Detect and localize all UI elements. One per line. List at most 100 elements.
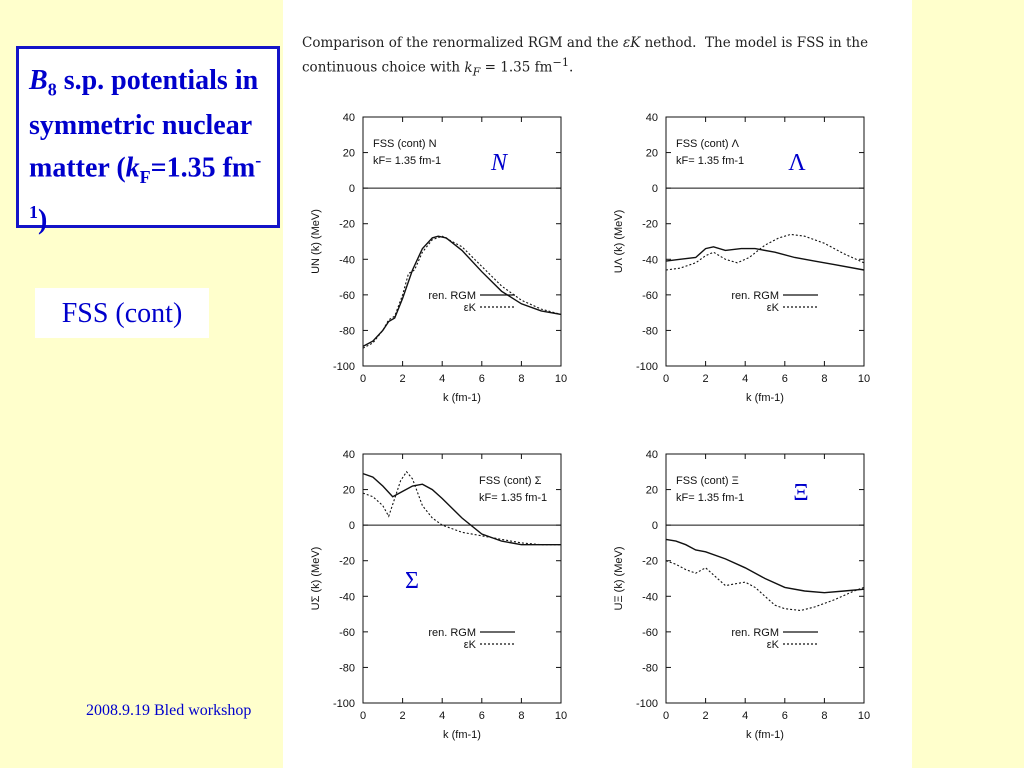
y-tick-label: -100 [636, 361, 658, 373]
y-axis-label: UΣ (k) (MeV) [310, 547, 322, 611]
particle-label: Ξ [793, 480, 808, 506]
x-tick-label: 10 [555, 373, 567, 385]
legend-entry: ren. RGM [428, 290, 476, 302]
y-tick-label: -80 [339, 662, 355, 674]
model-label: FSS (cont) [35, 288, 209, 338]
legend-title: FSS (cont) Σ [479, 475, 542, 487]
legend-title: FSS (cont) N [373, 138, 437, 150]
y-tick-label: -40 [642, 254, 658, 266]
legend-entry: ren. RGM [731, 627, 779, 639]
figure-panel [283, 0, 912, 768]
slide-footer: 2008.9.19 Bled workshop [86, 702, 252, 719]
y-tick-label: -60 [642, 627, 658, 639]
x-axis-label: k (fm-1) [746, 392, 784, 404]
legend-title: FSS (cont) Ξ [676, 475, 739, 487]
legend-kf: kF= 1.35 fm-1 [479, 492, 547, 504]
y-tick-label: 40 [646, 449, 658, 461]
series-line-ek [665, 560, 865, 612]
y-tick-label: -20 [642, 556, 658, 568]
y-tick-label: 0 [652, 183, 658, 195]
x-axis-label: k (fm-1) [443, 392, 481, 404]
y-tick-label: -20 [339, 556, 355, 568]
y-tick-label: -100 [636, 698, 658, 710]
y-tick-label: 0 [652, 520, 658, 532]
x-tick-label: 6 [479, 373, 485, 385]
legend-entry: εK [767, 302, 780, 314]
particle-label: Λ [788, 150, 806, 176]
x-tick-label: 0 [360, 710, 366, 722]
x-tick-label: 8 [821, 710, 827, 722]
y-tick-label: -80 [642, 662, 658, 674]
x-tick-label: 0 [663, 710, 669, 722]
x-tick-label: 2 [400, 373, 406, 385]
x-tick-label: 6 [782, 710, 788, 722]
x-tick-label: 0 [663, 373, 669, 385]
y-tick-label: 20 [343, 148, 355, 160]
legend-entry: ren. RGM [428, 627, 476, 639]
chart-2: 40 20 0 -20 -40 -60 -80 -100 0 2 4 6 8 10 k (fm-1) UΛ (… [613, 112, 870, 404]
y-tick-label: -100 [333, 698, 355, 710]
plot-frame [362, 453, 562, 704]
y-tick-label: -60 [339, 290, 355, 302]
chart-4: 40 20 0 -20 -40 -60 -80 -100 0 2 4 6 8 10 k (fm-1) UΞ (… [613, 449, 870, 741]
x-axis-label: k (fm-1) [746, 729, 784, 741]
figure-caption: Comparison of the renormalized RGM and t… [302, 35, 869, 79]
series-line-ren-rgm [665, 246, 865, 271]
y-tick-label: 20 [646, 485, 658, 497]
y-tick-label: 20 [646, 148, 658, 160]
x-axis-label: k (fm-1) [443, 729, 481, 741]
x-tick-label: 2 [703, 710, 709, 722]
y-tick-label: -60 [339, 627, 355, 639]
x-tick-label: 8 [518, 710, 524, 722]
slide-title: B8 s.p. potentials in symmetric nuclear … [16, 46, 280, 235]
x-tick-label: 6 [782, 373, 788, 385]
x-tick-label: 4 [439, 710, 445, 722]
plot-frame [665, 116, 865, 367]
y-tick-label: 0 [349, 183, 355, 195]
x-tick-label: 10 [858, 373, 870, 385]
x-tick-label: 10 [555, 710, 567, 722]
x-tick-label: 4 [742, 373, 748, 385]
x-tick-label: 2 [400, 710, 406, 722]
y-tick-label: -20 [339, 219, 355, 231]
chart-3: 40 20 0 -20 -40 -60 -80 -100 0 2 4 6 8 10 k (fm-1) UΣ (… [310, 449, 567, 741]
particle-label: Σ [405, 568, 419, 594]
series-line-ren-rgm [665, 538, 865, 594]
y-axis-label: UΛ (k) (MeV) [613, 210, 625, 274]
x-tick-label: 4 [439, 373, 445, 385]
chart-1: 40 20 0 -20 -40 -60 -80 -100 0 2 4 6 8 10 k (fm-1) UN (… [310, 112, 567, 404]
plot-frame [362, 116, 562, 367]
legend-entry: εK [464, 302, 477, 314]
y-tick-label: -20 [642, 219, 658, 231]
y-tick-label: 40 [343, 449, 355, 461]
series-line-ren-rgm [362, 472, 561, 546]
x-tick-label: 0 [360, 373, 366, 385]
legend-entry: ren. RGM [731, 290, 779, 302]
y-tick-label: 40 [343, 112, 355, 124]
y-tick-label: -40 [642, 591, 658, 603]
x-tick-label: 8 [518, 373, 524, 385]
x-tick-label: 8 [821, 373, 827, 385]
y-axis-label: UN (k) (MeV) [310, 209, 322, 274]
plot-frame [665, 453, 865, 704]
legend-kf: kF= 1.35 fm-1 [676, 492, 744, 504]
y-tick-label: -40 [339, 591, 355, 603]
x-tick-label: 6 [479, 710, 485, 722]
y-tick-label: 0 [349, 520, 355, 532]
particle-label: N [490, 150, 509, 176]
y-axis-label: UΞ (k) (MeV) [613, 547, 625, 611]
x-tick-label: 4 [742, 710, 748, 722]
y-tick-label: -80 [339, 325, 355, 337]
legend-title: FSS (cont) Λ [676, 138, 740, 150]
legend-kf: kF= 1.35 fm-1 [676, 155, 744, 167]
series-line-ek [362, 235, 562, 349]
x-tick-label: 10 [858, 710, 870, 722]
legend-kf: kF= 1.35 fm-1 [373, 155, 441, 167]
y-tick-label: 40 [646, 112, 658, 124]
legend-entry: εK [767, 639, 780, 651]
y-tick-label: -40 [339, 254, 355, 266]
y-tick-label: 20 [343, 485, 355, 497]
y-tick-label: -60 [642, 290, 658, 302]
x-tick-label: 2 [703, 373, 709, 385]
